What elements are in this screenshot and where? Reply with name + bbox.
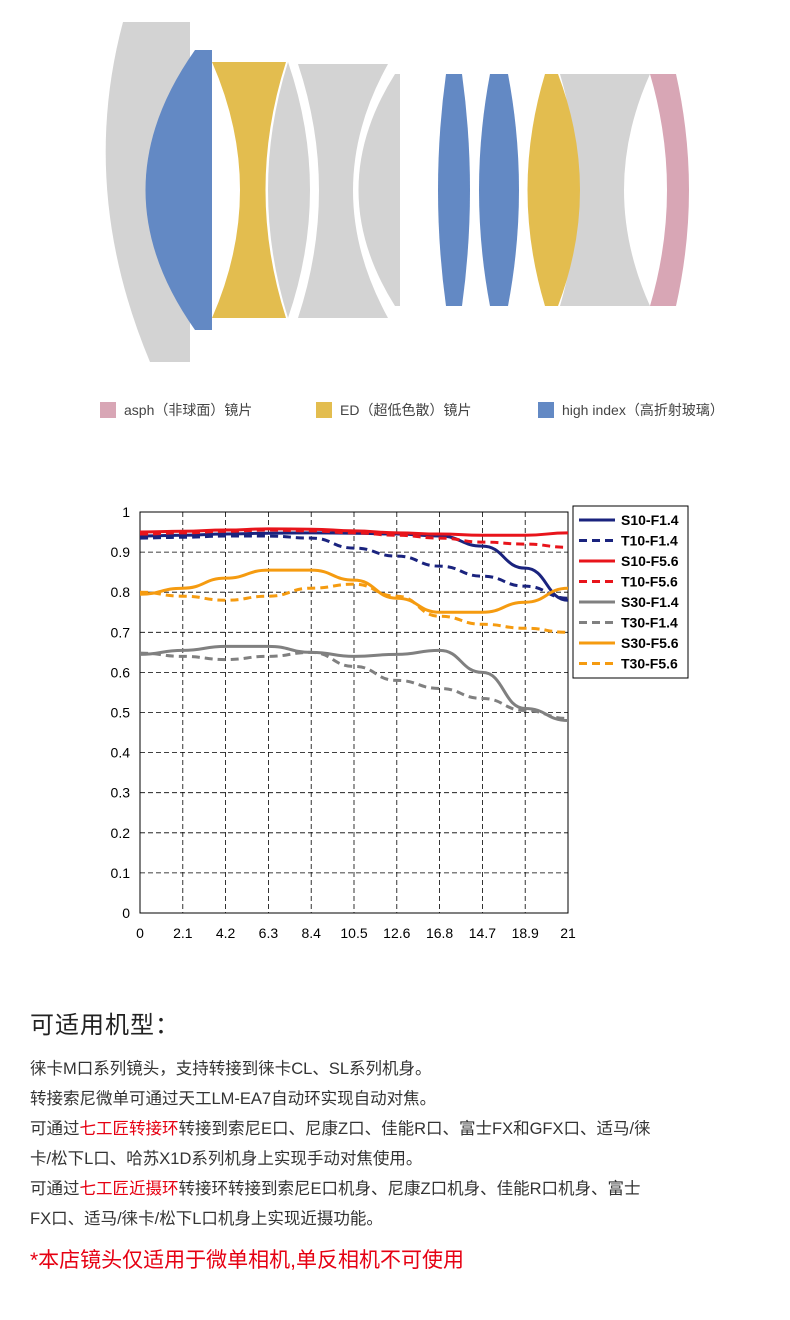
series-line-t30-f5-6 (139, 582, 569, 634)
compat-line-4-suffix: 转接环转接到索尼E口机身、尼康Z口机身、佳能R口机身、富士 (178, 1180, 641, 1198)
lens-element-7 (438, 74, 470, 306)
y-tick-label: 0.7 (111, 624, 131, 640)
series-line-s30-f5-6 (139, 568, 569, 614)
y-tick-label: 0 (122, 905, 130, 921)
y-tick-labels: 0 0.1 0.2 0.3 0.4 0.5 0.6 0.7 0.8 0.9 1 (111, 504, 131, 921)
compat-line-1: 徕卡M口系列镜头，支持转接到徕卡CL、SL系列机身。 (30, 1060, 432, 1078)
plot-frame (139, 511, 569, 914)
pink-square-icon (100, 402, 116, 418)
legend-label: S10-F5.6 (621, 553, 679, 569)
blue-square-icon (538, 402, 554, 418)
x-tick-label: 16.8 (426, 925, 453, 941)
lens-element-11 (650, 74, 689, 306)
mtf-chart: 0 0.1 0.2 0.3 0.4 0.5 0.6 0.7 0.8 0.9 1 0 2.1 4.2 6.3… (111, 504, 689, 941)
compat-line-3: 可通过七工匠转接环转接到索尼E口、尼康Z口、佳能R口、富士FX和GFX口、适马/… (30, 1114, 730, 1144)
legend-box (572, 505, 689, 679)
legend-label: T30-F1.4 (621, 615, 678, 631)
lens-element-6 (358, 74, 400, 306)
x-tick-label: 8.4 (301, 925, 321, 941)
legend-item-high-index: high index（高折射玻璃） (538, 400, 724, 420)
macro-ring-link[interactable]: 七工匠近摄环 (79, 1180, 179, 1198)
series-line-s30-f1-4 (139, 644, 569, 723)
lens-element-4 (268, 62, 310, 318)
lens-element-3 (212, 62, 286, 318)
x-tick-label: 12.6 (383, 925, 410, 941)
series-line-t10-f5-6 (139, 528, 569, 549)
x-tick-labels: 0 2.1 4.2 6.3 8.4 10.5 12.6 16.8 14.7 18.9 21 (136, 925, 576, 941)
y-tick-label: 0.4 (111, 745, 131, 761)
compat-line-2: 转接索尼微单可通过天工LM-EA7自动环实现自动对焦。 (30, 1090, 437, 1108)
legend-label-asph: asph（非球面）镜片 (124, 402, 253, 418)
lens-diagram (105, 22, 689, 362)
y-tick-label: 0.1 (111, 865, 131, 881)
legend-label: T10-F1.4 (621, 533, 678, 549)
legend-label: S30-F1.4 (621, 594, 679, 610)
legend-label-high-index: high index（高折射玻璃） (562, 402, 724, 418)
compat-title: 可适用机型： (30, 1012, 180, 1039)
y-tick-label: 1 (122, 504, 130, 520)
x-tick-label: 6.3 (259, 925, 279, 941)
compat-section: 可适用机型： 徕卡M口系列镜头，支持转接到徕卡CL、SL系列机身。 转接索尼微单… (30, 1005, 730, 1274)
compat-line-3-suffix: 转接到索尼E口、尼康Z口、佳能R口、富士FX和GFX口、适马/徕 (178, 1120, 651, 1138)
chart-series (139, 527, 569, 723)
series-line-t10-f1-4 (139, 534, 569, 600)
compat-line-4-prefix: 可通过 (30, 1180, 80, 1198)
y-tick-label: 0.8 (111, 584, 131, 600)
legend-item-ed: ED（超低色散）镜片 (316, 400, 471, 420)
legend-label-ed: ED（超低色散）镜片 (340, 402, 472, 418)
lens-element-5 (298, 64, 388, 318)
compat-warning: *本店镜头仅适用于微单相机,单反相机不可使用 (30, 1249, 465, 1272)
y-tick-label: 0.9 (111, 544, 131, 560)
x-tick-label: 18.9 (512, 925, 539, 941)
legend-label: S30-F5.6 (621, 635, 679, 651)
compat-line-3b: 卡/松下L口、哈苏X1D系列机身上实现手动对焦使用。 (30, 1150, 423, 1168)
lens-legend: asph（非球面）镜片 ED（超低色散）镜片 high index（高折射玻璃） (0, 400, 790, 424)
x-tick-label: 0 (136, 925, 144, 941)
x-tick-label: 10.5 (340, 925, 367, 941)
chart-grid (139, 511, 569, 914)
lens-element-9 (560, 74, 650, 306)
yellow-square-icon (316, 402, 332, 418)
lens-element-2 (145, 50, 212, 330)
x-tick-label: 4.2 (216, 925, 236, 941)
legend-label: S10-F1.4 (621, 512, 679, 528)
y-tick-label: 0.3 (111, 785, 131, 801)
legend-item-asph: asph（非球面）镜片 (100, 400, 252, 420)
lens-element-10 (527, 74, 580, 306)
compat-line-4: 可通过七工匠近摄环转接环转接到索尼E口机身、尼康Z口机身、佳能R口机身、富士 (30, 1174, 730, 1204)
legend-label: T10-F5.6 (621, 574, 678, 590)
lens-element-8 (479, 74, 519, 306)
y-tick-label: 0.5 (111, 705, 131, 721)
y-tick-label: 0.6 (111, 664, 131, 680)
adapter-link[interactable]: 七工匠转接环 (79, 1120, 179, 1138)
x-tick-label: 2.1 (173, 925, 193, 941)
chart-legend: S10-F1.4 T10-F1.4 S10-F5.6 T10-F5.6 S30-F1.4… (572, 505, 689, 679)
compat-line-4b: FX口、适马/徕卡/松下L口机身上实现近摄功能。 (30, 1210, 383, 1228)
series-line-t30-f1-4 (139, 650, 569, 721)
y-tick-label: 0.2 (111, 825, 131, 841)
x-tick-label: 14.7 (469, 925, 496, 941)
legend-label: T30-F5.6 (621, 656, 678, 672)
x-tick-label: 21 (560, 925, 576, 941)
compat-line-3-prefix: 可通过 (30, 1120, 80, 1138)
